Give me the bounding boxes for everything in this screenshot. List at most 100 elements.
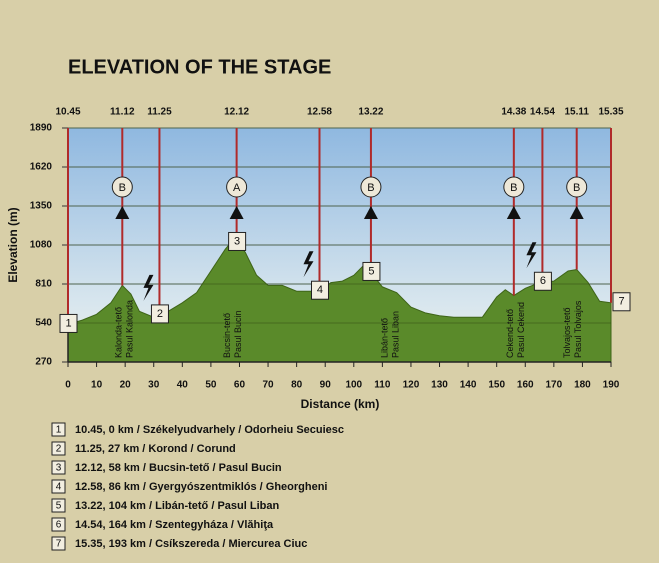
chart-title: ELEVATION OF THE STAGE <box>68 56 331 78</box>
legend-text: 12.12, 58 km / Bucsin-tető / Pasul Bucin <box>75 462 282 474</box>
peak-label: Pasul Bucin <box>233 310 243 358</box>
climb-marker <box>360 176 382 198</box>
x-tick-label: 160 <box>517 380 534 391</box>
peak-label: Cekend-tető <box>505 309 515 358</box>
x-tick-label: 110 <box>374 380 391 391</box>
legend-number: 1 <box>56 425 62 436</box>
y-tick-label: 1350 <box>30 201 53 212</box>
peak-label: Pasul Kalonda <box>125 300 135 358</box>
station-number: 5 <box>368 265 374 277</box>
legend-number: 7 <box>56 539 62 550</box>
y-tick-label: 1890 <box>30 123 53 134</box>
legend-text: 11.25, 27 km / Korond / Corund <box>75 443 236 455</box>
station-box <box>533 271 552 291</box>
climb-category: B <box>119 182 126 194</box>
legend-text: 14.54, 164 km / Szentegyháza / Vlăhiţa <box>75 519 274 531</box>
station-number: 6 <box>540 275 546 287</box>
legend-text: 15.35, 193 km / Csíkszereda / Miercurea … <box>75 538 307 550</box>
y-tick-label: 270 <box>35 357 52 368</box>
peak-label: Libán-tető <box>379 318 389 358</box>
climb-marker <box>226 176 248 198</box>
legend-box <box>51 498 66 513</box>
station-number: 2 <box>157 308 163 320</box>
legend-text: 10.45, 0 km / Székelyudvarhely / Odorhei… <box>75 424 344 436</box>
peak-label: Pasul Tolvajos <box>573 300 583 358</box>
x-tick-label: 90 <box>320 380 332 391</box>
peak-label: Kalonda-tető <box>114 307 124 358</box>
climb-marker <box>503 176 525 198</box>
legend-text: 12.58, 86 km / Gyergyószentmiklós / Gheo… <box>75 481 327 493</box>
station-time: 11.12 <box>110 107 135 118</box>
legend-box <box>51 422 66 437</box>
x-tick-label: 170 <box>545 380 562 391</box>
station-time: 12.12 <box>224 107 249 118</box>
x-tick-label: 50 <box>205 380 217 391</box>
climb-triangle <box>506 206 521 219</box>
station-box <box>59 313 78 333</box>
x-tick-label: 30 <box>148 380 160 391</box>
legend-number: 5 <box>56 501 62 512</box>
sprint-icon <box>143 274 154 301</box>
y-tick-label: 1620 <box>30 162 53 173</box>
sprint-icon <box>303 251 314 278</box>
y-tick-label: 810 <box>35 279 52 290</box>
x-tick-label: 70 <box>262 380 274 391</box>
climb-category: B <box>510 182 517 194</box>
station-time: 15.11 <box>564 107 589 118</box>
x-tick-label: 190 <box>603 380 620 391</box>
station-box <box>150 304 169 324</box>
legend-number: 4 <box>56 482 62 493</box>
station-box <box>228 231 247 251</box>
climb-triangle <box>115 206 130 219</box>
station-number: 3 <box>234 235 240 247</box>
x-tick-label: 60 <box>234 380 246 391</box>
climb-category: B <box>367 182 374 194</box>
station-time: 13.22 <box>358 107 383 118</box>
peak-label: Pasul Cekend <box>516 302 526 358</box>
climb-triangle <box>363 206 378 219</box>
station-box <box>612 292 631 312</box>
legend-box <box>51 517 66 532</box>
station-time: 11.25 <box>147 107 172 118</box>
x-axis-label: Distance (km) <box>301 397 380 411</box>
legend-box <box>51 441 66 456</box>
legend-number: 3 <box>56 463 62 474</box>
station-number: 1 <box>65 317 71 329</box>
climb-category: A <box>233 182 241 194</box>
x-tick-label: 100 <box>345 380 362 391</box>
peak-label: Bucsin-tető <box>222 313 232 358</box>
climb-triangle <box>569 206 584 219</box>
legend-box <box>51 536 66 551</box>
station-number: 7 <box>618 296 624 308</box>
y-tick-label: 540 <box>35 318 52 329</box>
x-tick-label: 80 <box>291 380 303 391</box>
station-time: 12.58 <box>307 107 332 118</box>
sprint-icon <box>526 242 537 269</box>
x-tick-label: 0 <box>65 380 71 391</box>
x-tick-label: 180 <box>574 380 591 391</box>
climb-category: B <box>573 182 580 194</box>
legend-box <box>51 460 66 475</box>
legend-box <box>51 479 66 494</box>
x-tick-label: 20 <box>120 380 132 391</box>
x-tick-label: 140 <box>460 380 477 391</box>
y-axis-label: Elevation (m) <box>6 207 20 282</box>
station-time: 15.35 <box>598 107 623 118</box>
legend-number: 6 <box>56 520 62 531</box>
x-tick-label: 40 <box>177 380 189 391</box>
x-tick-label: 120 <box>403 380 420 391</box>
y-tick-label: 1080 <box>30 240 53 251</box>
station-time: 14.54 <box>530 107 555 118</box>
climb-triangle <box>229 206 244 219</box>
legend-number: 2 <box>56 444 62 455</box>
x-tick-label: 150 <box>488 380 505 391</box>
climb-marker <box>566 176 588 198</box>
peak-label: Pasul Liban <box>390 311 400 358</box>
station-time: 14.38 <box>501 107 526 118</box>
peak-label: Tolvajos-tető <box>562 307 572 358</box>
x-tick-label: 10 <box>91 380 103 391</box>
station-time: 10.45 <box>55 107 80 118</box>
station-box <box>362 261 381 281</box>
station-box <box>310 280 329 300</box>
